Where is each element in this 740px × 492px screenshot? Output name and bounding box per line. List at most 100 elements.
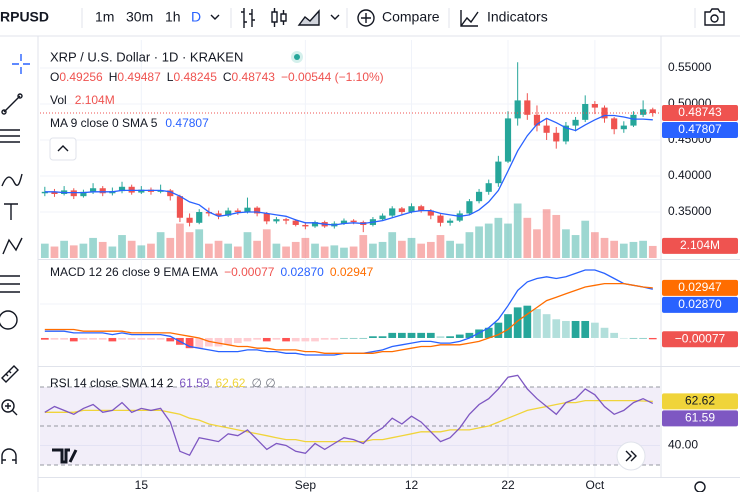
volume-bar: [494, 217, 503, 258]
macd-histogram-bar: [79, 337, 88, 340]
trendline-dot: [1, 109, 7, 115]
settings-icon[interactable]: [694, 481, 706, 492]
price-label: 0.02870: [678, 297, 722, 311]
candle-body: [263, 213, 270, 222]
candle-body: [51, 191, 58, 194]
volume-bar: [388, 232, 397, 258]
prediction-tool[interactable]: [0, 275, 20, 293]
magnet-tool[interactable]: [1, 448, 17, 464]
rsi-legend: RSI 14 close SMA 14 2 61.59 62.62 ∅ ∅: [50, 376, 276, 390]
rsi-line: [44, 374, 654, 457]
symbol[interactable]: RPUSD: [0, 9, 49, 25]
volume-bar: [282, 246, 290, 258]
fib-tool[interactable]: [0, 129, 20, 143]
candle-body: [157, 190, 164, 192]
bar-style-icon[interactable]: [241, 8, 255, 28]
price-label-box: [662, 122, 738, 139]
y-tick-label: 40.00: [668, 438, 698, 452]
interval[interactable]: 1m: [95, 9, 114, 25]
compare-icon[interactable]: [357, 9, 375, 27]
volume-bar: [40, 243, 49, 258]
volume-bar: [349, 246, 358, 258]
tradingview-logo[interactable]: [52, 448, 78, 464]
legend-text: −0.00077: [224, 265, 275, 279]
price-label: 61.59: [685, 411, 715, 425]
candle-body: [630, 114, 637, 126]
legend-text: 0.48743: [232, 70, 276, 84]
zoom-tool[interactable]: [1, 399, 15, 413]
pattern-tool[interactable]: [2, 237, 23, 255]
volume-bar: [156, 232, 165, 258]
style-dropdown[interactable]: [330, 14, 340, 20]
volume-bar: [166, 237, 175, 258]
x-tick-label: Oct: [586, 478, 605, 492]
emoji-tool[interactable]: [0, 310, 18, 330]
macd-histogram-bar: [446, 336, 454, 338]
area-style-icon[interactable]: [297, 9, 320, 26]
candle-body: [447, 220, 454, 223]
collapse-legend[interactable]: [49, 137, 77, 161]
label: Vol: [50, 93, 67, 107]
compare-button[interactable]: Compare: [382, 9, 440, 25]
candle-body: [389, 208, 396, 216]
indicators-button[interactable]: Indicators: [487, 9, 548, 25]
volume-bar: [195, 229, 204, 258]
brush-tool[interactable]: [1, 173, 23, 187]
zoom-plus: [5, 403, 18, 416]
text-tool[interactable]: [4, 203, 18, 220]
candle-body: [234, 210, 241, 212]
price-label: 0.48743: [678, 105, 722, 119]
candle-body: [244, 207, 251, 212]
candle-style-icon[interactable]: [271, 8, 287, 27]
macd-histogram-bar: [571, 320, 580, 338]
volume-bar: [513, 203, 522, 258]
price-label-box: [662, 279, 738, 296]
candle-body: [418, 206, 425, 211]
macd-histogram-bar: [504, 314, 512, 338]
ma-line: [44, 114, 653, 226]
macd-histogram-bar: [243, 337, 252, 342]
interval[interactable]: 1h: [165, 9, 181, 25]
price-label: 0.47807: [678, 122, 722, 136]
volume-bar: [330, 245, 339, 258]
x-tick-label: 22: [501, 478, 515, 492]
macd-histogram-bar: [455, 334, 464, 338]
value: 0.47807: [165, 116, 209, 130]
crosshair-tool[interactable]: [12, 54, 30, 74]
macd-histogram-bar: [581, 320, 590, 338]
macd-histogram-bar: [533, 309, 541, 338]
macd-histogram-bar: [475, 329, 483, 338]
volume-bar: [272, 243, 281, 258]
screenshot-icon[interactable]: [704, 8, 725, 26]
trendline-tool[interactable]: [3, 95, 21, 113]
macd-histogram-bar: [513, 307, 522, 338]
volume-bar: [465, 232, 474, 258]
interval[interactable]: 30m: [126, 9, 153, 25]
volume-bar: [446, 240, 454, 258]
interval-active[interactable]: D: [191, 9, 201, 25]
volume-bar: [600, 237, 609, 258]
indicators-icon[interactable]: [460, 10, 479, 27]
candle-body: [292, 220, 299, 225]
volume-bar: [127, 240, 136, 258]
macd-histogram-bar: [262, 337, 271, 342]
legend-text: RSI 14 close SMA 14 2: [50, 376, 174, 390]
price-label-box: [662, 296, 738, 313]
legend-text: −0.00544 (−1.10%): [281, 70, 384, 84]
volume-bar: [619, 243, 628, 258]
ruler-tool[interactable]: [1, 365, 19, 383]
volume-bar: [291, 241, 300, 258]
candle-body: [611, 118, 618, 130]
candle-body: [41, 191, 48, 194]
candle-body: [282, 219, 290, 221]
macd-histogram-bar: [398, 332, 406, 338]
price-label: −0.00077: [675, 331, 726, 345]
macd-histogram-bar: [600, 327, 609, 338]
macd-histogram-bar: [426, 332, 435, 338]
volume-bar: [233, 246, 242, 258]
candle-body: [649, 109, 656, 114]
candle-body: [186, 217, 193, 223]
x-tick-label: 12: [405, 478, 419, 492]
interval-dropdown[interactable]: [210, 14, 220, 20]
price-label-box: [662, 410, 738, 427]
